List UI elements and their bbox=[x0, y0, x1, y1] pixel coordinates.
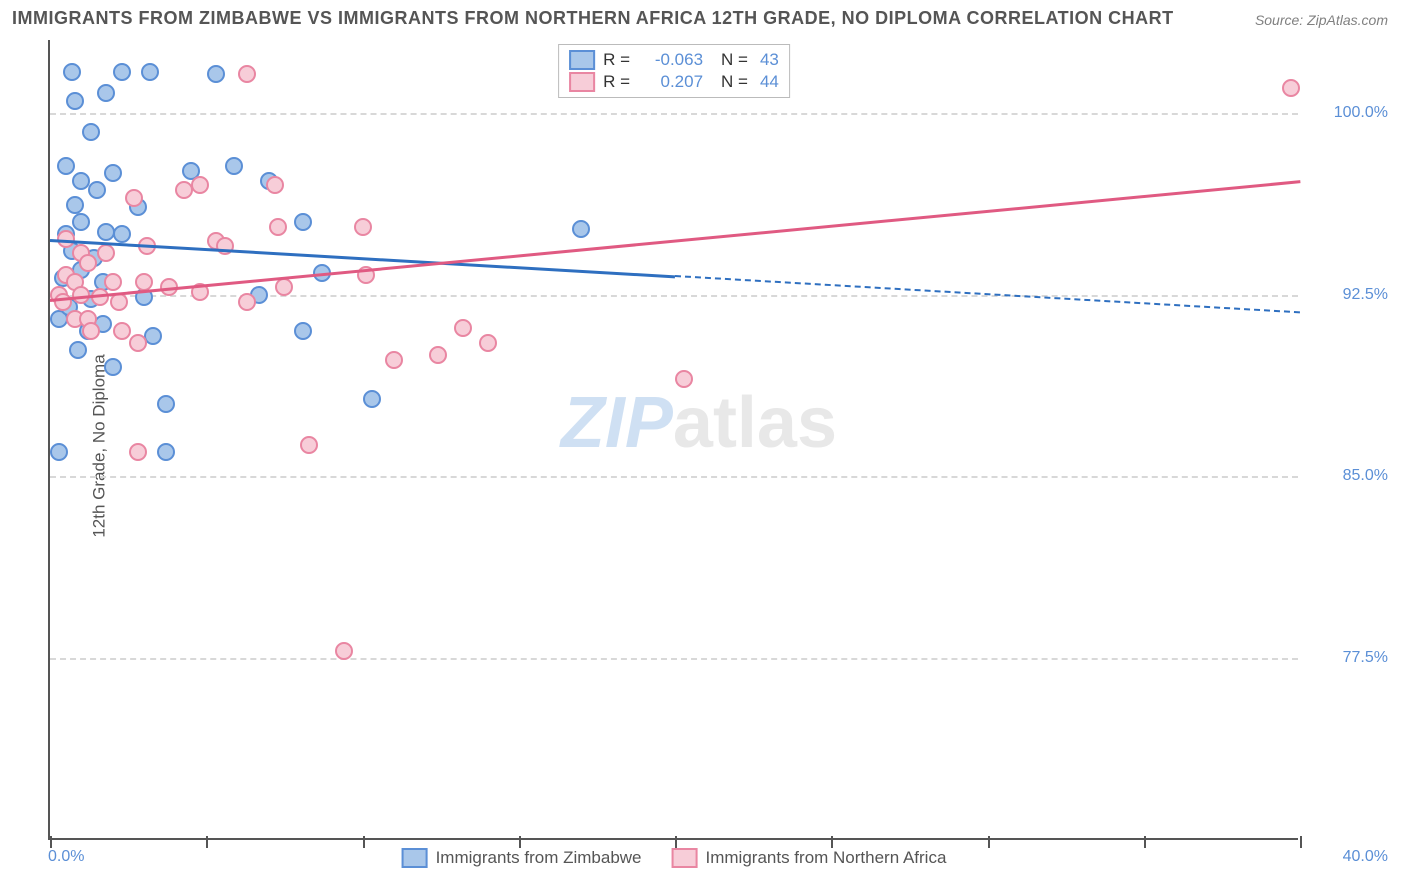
legend-stats-row: R = -0.063 N = 43 bbox=[569, 49, 779, 71]
scatter-point bbox=[104, 164, 122, 182]
scatter-point bbox=[1282, 79, 1300, 97]
xtick bbox=[519, 836, 521, 848]
scatter-point bbox=[104, 273, 122, 291]
watermark-part2: atlas bbox=[673, 383, 837, 463]
legend-r-value: -0.063 bbox=[638, 50, 703, 70]
swatch-icon bbox=[402, 848, 428, 868]
xtick bbox=[1144, 836, 1146, 848]
scatter-point bbox=[225, 157, 243, 175]
scatter-point bbox=[57, 157, 75, 175]
scatter-point bbox=[354, 218, 372, 236]
watermark-part1: ZIP bbox=[561, 383, 673, 463]
swatch-icon bbox=[569, 50, 595, 70]
legend-series-item: Immigrants from Zimbabwe bbox=[402, 848, 642, 868]
scatter-point bbox=[294, 213, 312, 231]
scatter-point bbox=[675, 370, 693, 388]
ytick-label: 92.5% bbox=[1308, 286, 1388, 304]
xtick bbox=[363, 836, 365, 848]
scatter-point bbox=[207, 65, 225, 83]
scatter-point bbox=[238, 293, 256, 311]
ytick-label: 85.0% bbox=[1308, 467, 1388, 485]
xtick bbox=[206, 836, 208, 848]
scatter-point bbox=[63, 63, 81, 81]
swatch-icon bbox=[569, 72, 595, 92]
xtick bbox=[50, 836, 52, 848]
scatter-point bbox=[157, 443, 175, 461]
scatter-point bbox=[479, 334, 497, 352]
legend-n-value: 44 bbox=[760, 72, 779, 92]
legend-n-label: N = bbox=[721, 72, 748, 92]
scatter-point bbox=[454, 319, 472, 337]
xtick-label: 40.0% bbox=[1308, 848, 1388, 866]
xtick bbox=[988, 836, 990, 848]
gridline bbox=[50, 476, 1298, 478]
legend-n-label: N = bbox=[721, 50, 748, 70]
scatter-point bbox=[113, 63, 131, 81]
scatter-point bbox=[129, 334, 147, 352]
scatter-point bbox=[97, 84, 115, 102]
xtick bbox=[1300, 836, 1302, 848]
scatter-point bbox=[269, 218, 287, 236]
watermark: ZIPatlas bbox=[561, 382, 837, 464]
legend-n-value: 43 bbox=[760, 50, 779, 70]
plot-area: ZIPatlas R = -0.063 N = 43 R = 0.207 N =… bbox=[48, 40, 1298, 840]
scatter-point bbox=[69, 341, 87, 359]
scatter-point bbox=[66, 196, 84, 214]
xtick bbox=[675, 836, 677, 848]
scatter-point bbox=[88, 181, 106, 199]
legend-series-item: Immigrants from Northern Africa bbox=[672, 848, 947, 868]
gridline bbox=[50, 113, 1298, 115]
scatter-point bbox=[157, 395, 175, 413]
scatter-point bbox=[363, 390, 381, 408]
source-attribution: Source: ZipAtlas.com bbox=[1255, 12, 1388, 28]
scatter-point bbox=[54, 293, 72, 311]
scatter-point bbox=[238, 65, 256, 83]
legend-series-label: Immigrants from Northern Africa bbox=[706, 848, 947, 868]
legend-series: Immigrants from Zimbabwe Immigrants from… bbox=[402, 848, 947, 868]
scatter-point bbox=[66, 92, 84, 110]
scatter-point bbox=[335, 642, 353, 660]
scatter-point bbox=[113, 225, 131, 243]
scatter-point bbox=[300, 436, 318, 454]
legend-r-label: R = bbox=[603, 72, 630, 92]
gridline bbox=[50, 658, 1298, 660]
scatter-point bbox=[429, 346, 447, 364]
scatter-point bbox=[266, 176, 284, 194]
regression-line bbox=[50, 181, 1300, 303]
legend-stats-row: R = 0.207 N = 44 bbox=[569, 71, 779, 93]
gridline bbox=[50, 295, 1298, 297]
scatter-point bbox=[79, 254, 97, 272]
xtick bbox=[831, 836, 833, 848]
swatch-icon bbox=[672, 848, 698, 868]
xtick-label: 0.0% bbox=[48, 848, 84, 866]
scatter-point bbox=[385, 351, 403, 369]
scatter-point bbox=[72, 213, 90, 231]
legend-r-label: R = bbox=[603, 50, 630, 70]
scatter-point bbox=[572, 220, 590, 238]
legend-r-value: 0.207 bbox=[638, 72, 703, 92]
scatter-point bbox=[129, 443, 147, 461]
scatter-point bbox=[275, 278, 293, 296]
scatter-point bbox=[50, 443, 68, 461]
chart-container: IMMIGRANTS FROM ZIMBABWE VS IMMIGRANTS F… bbox=[0, 0, 1406, 892]
chart-title: IMMIGRANTS FROM ZIMBABWE VS IMMIGRANTS F… bbox=[12, 8, 1174, 29]
scatter-point bbox=[113, 322, 131, 340]
scatter-point bbox=[141, 63, 159, 81]
scatter-point bbox=[125, 189, 143, 207]
scatter-point bbox=[191, 176, 209, 194]
scatter-point bbox=[104, 358, 122, 376]
legend-stats: R = -0.063 N = 43 R = 0.207 N = 44 bbox=[558, 44, 790, 98]
legend-series-label: Immigrants from Zimbabwe bbox=[436, 848, 642, 868]
scatter-point bbox=[144, 327, 162, 345]
scatter-point bbox=[97, 244, 115, 262]
scatter-point bbox=[82, 123, 100, 141]
ytick-label: 77.5% bbox=[1308, 649, 1388, 667]
scatter-point bbox=[82, 322, 100, 340]
scatter-point bbox=[294, 322, 312, 340]
ytick-label: 100.0% bbox=[1308, 104, 1388, 122]
